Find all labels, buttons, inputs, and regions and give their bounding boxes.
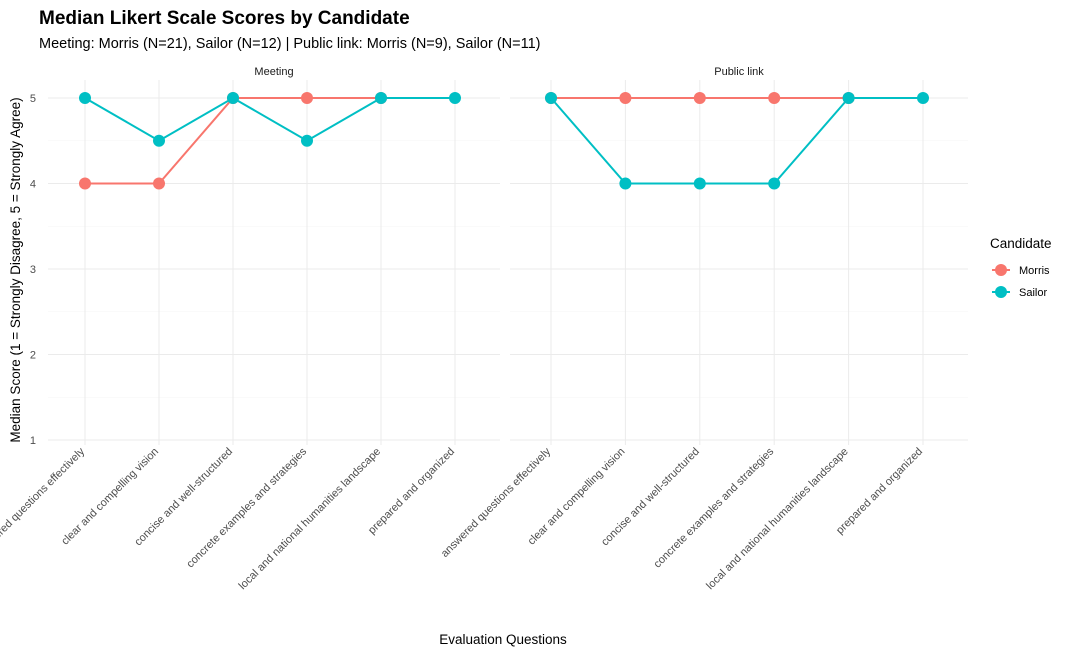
x-tick-label: prepared and organized xyxy=(366,446,457,537)
data-point-morris xyxy=(768,92,781,104)
facet-strip-label: Meeting xyxy=(254,66,293,78)
series-line-sailor xyxy=(84,96,455,142)
y-tick-label: 3 xyxy=(30,264,36,276)
x-tick-label: local and national humanities landscape xyxy=(704,446,850,592)
data-point-sailor xyxy=(842,92,855,104)
x-tick-label: answered questions effectively xyxy=(0,445,87,560)
data-point-sailor xyxy=(153,134,165,147)
facet-strip-label: Public link xyxy=(714,66,764,78)
data-point-sailor xyxy=(768,177,781,190)
data-point-morris xyxy=(301,92,313,104)
x-axis-title: Evaluation Questions xyxy=(439,632,567,647)
series-line-sailor xyxy=(550,97,923,185)
chart-title: Median Likert Scale Scores by Candidate xyxy=(39,8,410,29)
data-point-sailor xyxy=(79,92,91,104)
data-point-sailor xyxy=(375,92,387,104)
data-point-sailor xyxy=(449,92,461,104)
x-tick-label: concrete examples and strategies xyxy=(652,445,777,570)
data-point-sailor xyxy=(693,177,706,190)
data-point-sailor xyxy=(545,92,557,104)
legend-key-morris xyxy=(995,264,1007,276)
x-tick-label: concrete examples and strategies xyxy=(184,445,309,570)
data-point-morris xyxy=(153,177,165,190)
x-tick-label: local and national humanities landscape xyxy=(237,446,383,592)
data-point-sailor xyxy=(227,92,239,104)
legend-label-sailor: Sailor xyxy=(1019,287,1047,299)
legend-key-sailor xyxy=(995,286,1007,298)
y-tick-label: 2 xyxy=(30,350,36,362)
data-point-morris xyxy=(693,92,706,104)
y-tick-label: 1 xyxy=(30,435,36,447)
data-point-sailor xyxy=(917,92,929,104)
data-point-sailor xyxy=(301,134,313,147)
y-axis-title: Median Score (1 = Strongly Disagree, 5 =… xyxy=(8,97,23,442)
y-tick-label: 4 xyxy=(30,179,36,191)
y-tick-label: 5 xyxy=(30,93,36,105)
chart-subtitle: Meeting: Morris (N=21), Sailor (N=12) | … xyxy=(39,36,540,52)
facet-panels: 1 2 3 4 5 Meeting answered questions effective… xyxy=(0,66,968,592)
data-point-sailor xyxy=(619,177,632,190)
legend-title: Candidate xyxy=(990,236,1052,251)
legend-label-morris: Morris xyxy=(1019,265,1050,277)
data-point-morris xyxy=(79,177,91,190)
x-tick-label: prepared and organized xyxy=(834,446,925,537)
legend: Candidate Morris Sailor xyxy=(990,236,1052,299)
data-point-morris xyxy=(619,92,632,104)
